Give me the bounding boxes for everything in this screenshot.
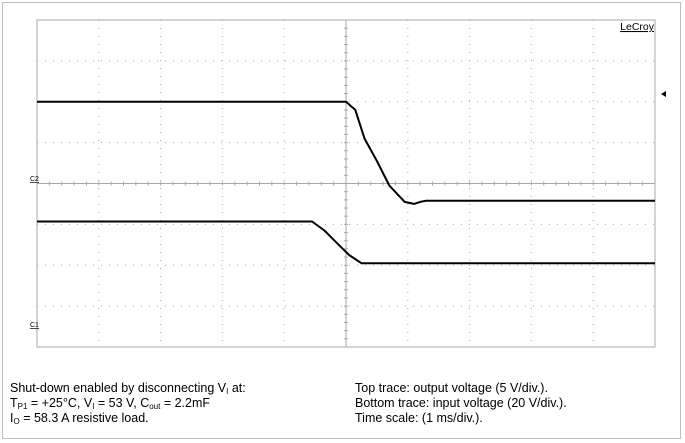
caption-conditions: Shut-down enabled by disconnecting VI at… [10,381,246,426]
caption-text: = 2.2mF [160,396,211,410]
caption-subscript: I [92,402,95,411]
caption-time-scale: Time scale: (1 ms/div.). [355,411,483,425]
caption-text: Shut-down enabled by disconnecting V [10,381,227,395]
caption-text: = 58.3 A resistive load. [19,411,149,425]
caption-text: = 53 V, C [94,396,150,410]
scope-grid [36,19,656,348]
caption-text: I [10,411,14,425]
caption-subscript: P1 [17,402,28,411]
caption-line-2: TP1 = +25°C, VI = 53 V, Cout = 2.2mF [10,396,246,411]
caption-subscript: O [13,417,20,426]
caption-text: = +25°C, V [27,396,93,410]
trace-input-voltage [37,220,655,265]
brand-label: LeCroy [620,21,655,33]
caption-line-3: IO = 58.3 A resistive load. [10,411,246,426]
plot-border [36,19,656,348]
caption-subscript: out [149,402,161,411]
channel-label-c2: C2 [30,176,39,183]
caption-traces: Top trace: output voltage (5 V/div.). Bo… [355,381,567,426]
caption-bottom-trace: Bottom trace: input voltage (20 V/div.). [355,396,567,410]
scope-traces [37,100,655,265]
trigger-marker-icon [661,91,666,97]
scope-frame [2,2,681,439]
caption-subscript: I [226,387,229,396]
caption-text: at: [228,381,246,395]
trace-output-voltage [37,100,655,205]
caption-line-1: Shut-down enabled by disconnecting VI at… [10,381,246,396]
channel-label-c1: C1 [30,322,39,329]
caption-top-trace: Top trace: output voltage (5 V/div.). [355,381,548,395]
caption-text: T [10,396,18,410]
oscilloscope-chart: LeCroy C2 C1 [30,19,666,348]
